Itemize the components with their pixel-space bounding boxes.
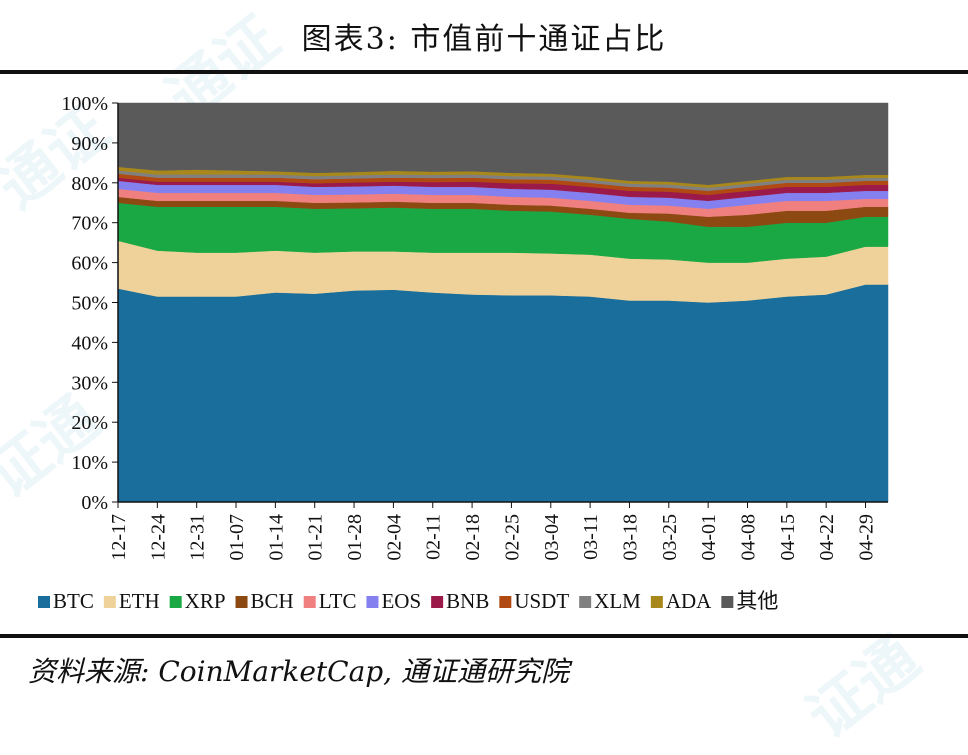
y-tick-label: 70% — [71, 213, 108, 235]
x-tick-label: 12-17 — [108, 514, 130, 561]
x-tick-label: 02-18 — [462, 514, 484, 561]
y-tick-label: 0% — [81, 492, 108, 514]
legend-label-XLM: XLM — [594, 589, 641, 613]
legend-label-ETH: ETH — [119, 589, 160, 613]
x-tick-label: 02-11 — [423, 514, 445, 560]
area-BTC — [117, 284, 889, 503]
legend-swatch-BTC — [38, 596, 50, 608]
legend-swatch-BCH — [235, 596, 248, 608]
x-tick-label: 01-14 — [265, 514, 287, 561]
legend-swatch-EOS — [366, 596, 379, 608]
legend-label-EOS: EOS — [381, 589, 421, 613]
axes: 0% 10% 20% 30% 40% 50% 60% 70% 80% 90% 100% 12-17 12… — [61, 93, 888, 561]
chart: 0% 10% 20% 30% 40% 50% 60% 70% 80% 90% 100% 12-17 12… — [38, 93, 889, 613]
legend-label-XRP: XRP — [185, 589, 226, 613]
x-tick-label: 01-21 — [305, 514, 327, 561]
chart-title: 图表3: 市值前十通证占比 — [301, 22, 667, 57]
x-tick-label: 04-01 — [698, 514, 720, 561]
x-tick-label: 01-07 — [226, 514, 248, 561]
legend-label-ADA: ADA — [666, 589, 712, 613]
y-tick-label: 50% — [71, 293, 108, 315]
x-tick-label: 04-29 — [856, 514, 878, 561]
x-tick-label: 12-31 — [187, 514, 209, 561]
legend-label-BCH: BCH — [251, 589, 294, 613]
y-tick-label: 90% — [71, 133, 108, 155]
y-tick-label: 80% — [71, 173, 108, 195]
x-tick-label: 04-22 — [816, 514, 838, 561]
legend-label-其他: 其他 — [736, 589, 778, 613]
x-tick-label: 04-15 — [777, 514, 799, 561]
y-tick-label: 10% — [71, 452, 108, 474]
source-note: 资料来源: CoinMarketCap, 通证通研究院 — [28, 655, 569, 688]
legend-label-USDT: USDT — [514, 589, 569, 613]
area-series-group — [117, 102, 889, 503]
legend-label-BNB: BNB — [446, 589, 489, 613]
legend-swatch-ETH — [103, 596, 116, 608]
y-tick-label: 30% — [71, 372, 108, 394]
y-tick-label: 40% — [71, 332, 108, 354]
x-tick-label: 02-04 — [383, 514, 405, 561]
legend-swatch-其他 — [721, 596, 734, 608]
legend-swatch-LTC — [303, 596, 316, 608]
legend: BTC ETH XRP BCH LTC EOS BNB USDT XLM ADA 其他 — [38, 589, 778, 613]
legend-label-BTC: BTC — [53, 589, 94, 613]
bottom-rule — [0, 634, 968, 638]
x-tick-label: 03-11 — [580, 514, 602, 560]
x-tick-label: 03-04 — [541, 514, 563, 561]
x-tick-label: 03-25 — [659, 514, 681, 561]
top-rule — [0, 70, 968, 74]
area-其他 — [117, 102, 889, 186]
legend-swatch-BNB — [431, 596, 444, 608]
y-tick-label: 100% — [61, 93, 108, 115]
x-tick-label: 12-24 — [147, 514, 169, 561]
x-tick-label: 02-25 — [501, 514, 523, 561]
x-tick-label: 03-18 — [619, 514, 641, 561]
legend-swatch-XRP — [169, 596, 182, 608]
y-tick-label: 20% — [71, 412, 108, 434]
x-tick-label: 01-28 — [344, 514, 366, 561]
y-tick-label: 60% — [71, 253, 108, 275]
legend-swatch-ADA — [650, 596, 663, 608]
legend-label-LTC: LTC — [319, 589, 357, 613]
legend-swatch-USDT — [499, 596, 512, 608]
legend-swatch-XLM — [579, 596, 592, 608]
x-tick-label: 04-08 — [737, 514, 759, 561]
